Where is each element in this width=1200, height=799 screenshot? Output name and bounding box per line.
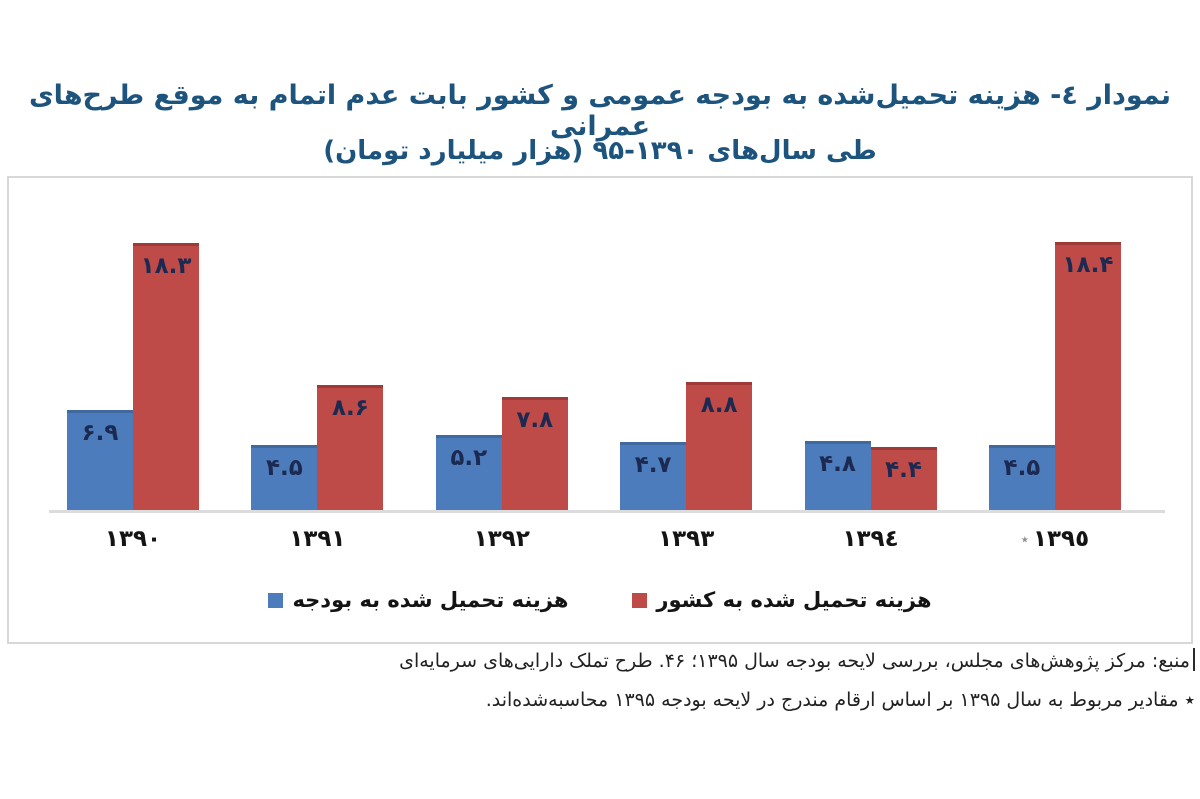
country-bar-1392: ۷.۸ bbox=[501, 397, 568, 511]
chart-plot-area: ۶.۹ ۱۸.۳ ۴.۵ ۸.۶ ۵.۲ ۷.۸ ۴.۷ ۸.۸ ۴.۸ ۴.۴ ۴.۵ ۱۸.۴ ۱… bbox=[7, 176, 1193, 644]
legend-swatch-red bbox=[632, 592, 648, 608]
budget-bar-1391: ۴.۵ bbox=[251, 445, 318, 511]
legend-label-budget: هزینه تحمیل شده به بودجه bbox=[292, 588, 569, 612]
chart-title-line-1: نمودار ٤- هزینه تحمیل‌شده به بودجه عمومی… bbox=[28, 80, 1172, 142]
bar-value-label: ۱۸.۳ bbox=[140, 253, 192, 279]
source-line: منبع: مرکز پژوهش‌های مجلس، بررسی لایحه ب… bbox=[0, 648, 1195, 676]
title-line2-unit: (هزار میلیارد تومان) bbox=[323, 136, 584, 166]
bar-value-label: ۴.۸ bbox=[819, 451, 856, 477]
bar-value-label: ۸.۸ bbox=[700, 392, 738, 418]
bar-group-1394: ۴.۸ ۴.۴ bbox=[804, 441, 937, 511]
bar-value-label: ۵.۲ bbox=[450, 445, 488, 471]
year-text: ۱۳۹٤ bbox=[842, 526, 899, 552]
bars-row: ۶.۹ ۱۸.۳ ۴.۵ ۸.۶ ۵.۲ ۷.۸ ۴.۷ ۸.۸ ۴.۸ ۴.۴ ۴.۵ ۱۸.۴ bbox=[67, 178, 1121, 511]
bar-group-1391: ۴.۵ ۸.۶ bbox=[251, 385, 384, 511]
year-text: ۱۳۹٥ bbox=[1032, 526, 1090, 552]
country-bar-1395: ۱۸.۴ bbox=[1054, 242, 1121, 511]
x-axis-label-1395: ٭ ۱۳۹٥ bbox=[989, 526, 1121, 552]
bar-value-label: ۴.۷ bbox=[634, 452, 672, 478]
source-line-text: منبع: مرکز پژوهش‌های مجلس، بررسی لایحه ب… bbox=[399, 650, 1190, 672]
title-year-range: ۹۵-۱۳۹۰ bbox=[592, 136, 699, 166]
country-bar-1390: ۱۸.۳ bbox=[133, 243, 199, 511]
bar-value-label: ۷.۸ bbox=[516, 407, 554, 433]
bar-group-1395: ۴.۵ ۱۸.۴ bbox=[988, 242, 1121, 511]
footnote-star-icon: ٭ bbox=[1020, 530, 1029, 548]
footnote-line: ٭ مقادیر مربوط به سال ۱۳۹۵ بر اساس ارقام… bbox=[0, 687, 1195, 715]
bar-value-label: ۶.۹ bbox=[81, 420, 119, 446]
source-footnote: منبع: مرکز پژوهش‌های مجلس، بررسی لایحه ب… bbox=[0, 648, 1195, 725]
budget-bar-1390: ۶.۹ bbox=[67, 410, 133, 511]
year-text: ۱۳۹۱ bbox=[289, 526, 346, 552]
text-cursor bbox=[1193, 648, 1195, 671]
bar-value-label: ۸.۶ bbox=[331, 395, 369, 421]
legend-entry-country: هزینه تحمیل شده به کشور bbox=[632, 588, 932, 612]
legend-label-country: هزینه تحمیل شده به کشور bbox=[656, 588, 932, 612]
bar-value-label: ۴.۵ bbox=[1003, 455, 1041, 481]
budget-bar-1393: ۴.۷ bbox=[620, 442, 687, 511]
footnote-line-text: ٭ مقادیر مربوط به سال ۱۳۹۵ بر اساس ارقام… bbox=[485, 688, 1195, 711]
bar-group-1390: ۶.۹ ۱۸.۳ bbox=[67, 243, 199, 511]
legend: هزینه تحمیل شده به بودجه هزینه تحمیل شده… bbox=[9, 588, 1191, 612]
year-text: ۱۳۹۰ bbox=[104, 526, 162, 552]
year-text: ۱۳۹۲ bbox=[473, 526, 530, 552]
x-axis-label-1394: ۱۳۹٤ bbox=[805, 526, 937, 552]
x-axis-line bbox=[49, 510, 1165, 513]
x-axis-label-1391: ۱۳۹۱ bbox=[251, 526, 383, 552]
x-axis-label-1393: ۱۳۹۳ bbox=[620, 526, 752, 552]
bar-group-1392: ۵.۲ ۷.۸ bbox=[435, 397, 568, 511]
bar-value-label: ۱۸.۴ bbox=[1062, 252, 1114, 278]
budget-bar-1392: ۵.۲ bbox=[435, 435, 502, 511]
chart-title-line-2: طی سال‌های ۹۵-۱۳۹۰ (هزار میلیارد تومان) bbox=[0, 136, 1200, 166]
year-text: ۱۳۹۳ bbox=[658, 526, 715, 552]
legend-entry-budget: هزینه تحمیل شده به بودجه bbox=[268, 588, 568, 612]
budget-bar-1395: ۴.۵ bbox=[988, 445, 1055, 511]
country-bar-1393: ۸.۸ bbox=[686, 382, 753, 511]
title-line2-prefix: طی سال‌های bbox=[707, 136, 877, 166]
budget-bar-1394: ۴.۸ bbox=[804, 441, 871, 511]
bar-value-label: ۴.۵ bbox=[265, 455, 303, 481]
x-axis-label-1392: ۱۳۹۲ bbox=[436, 526, 568, 552]
legend-swatch-blue bbox=[268, 592, 284, 608]
bar-value-label: ۴.۴ bbox=[885, 457, 922, 483]
x-axis-label-1390: ۱۳۹۰ bbox=[67, 526, 199, 552]
country-bar-1391: ۸.۶ bbox=[317, 385, 384, 511]
x-axis-labels: ۱۳۹۰ ۱۳۹۱ ۱۳۹۲ ۱۳۹۳ ۱۳۹٤ ٭ ۱۳۹٥ bbox=[67, 526, 1121, 552]
bar-group-1393: ۴.۷ ۸.۸ bbox=[620, 382, 753, 511]
country-bar-1394: ۴.۴ bbox=[870, 447, 937, 511]
